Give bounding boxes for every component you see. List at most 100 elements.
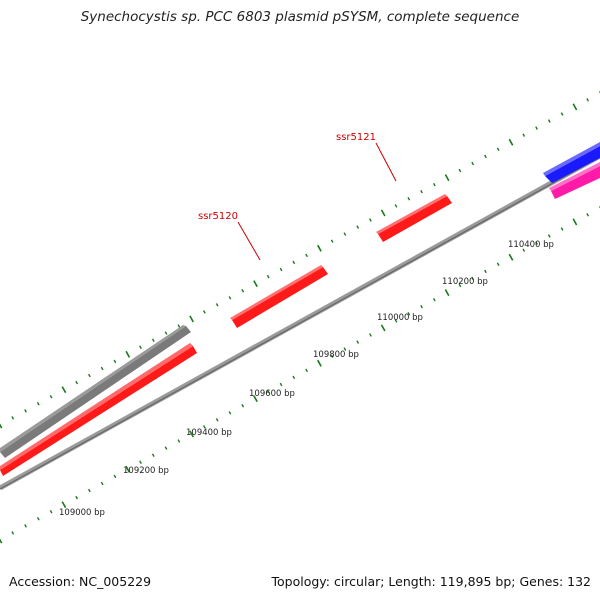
minor-tick	[586, 213, 590, 217]
minor-tick	[100, 366, 104, 371]
minor-tick	[11, 531, 15, 535]
bp-label-109000: 109000 bp	[59, 508, 105, 518]
minor-tick	[471, 276, 475, 281]
minor-tick	[113, 359, 117, 364]
gene-feature-ssr5121[interactable]	[376, 194, 452, 242]
minor-tick	[100, 481, 104, 486]
major-tick	[253, 280, 258, 288]
gene-feature-red-long[interactable]	[0, 343, 197, 476]
minor-tick	[11, 416, 15, 420]
minor-tick	[343, 232, 347, 236]
major-tick	[508, 253, 514, 261]
minor-tick	[522, 248, 526, 252]
minor-tick	[330, 354, 334, 358]
minor-tick	[420, 189, 423, 194]
minor-tick	[113, 474, 117, 479]
minor-tick	[279, 267, 283, 272]
minor-tick	[151, 338, 155, 342]
minor-tick	[522, 133, 526, 137]
minor-tick	[394, 319, 398, 323]
minor-tick	[292, 375, 296, 380]
gene-feature-blue[interactable]	[543, 142, 600, 183]
minor-tick	[369, 218, 372, 222]
major-tick	[572, 103, 578, 111]
major-tick	[0, 423, 3, 429]
major-tick	[380, 209, 386, 217]
bp-label-109400: 109400 bp	[186, 428, 232, 438]
minor-tick	[266, 274, 270, 279]
minor-tick	[547, 234, 551, 238]
major-tick	[380, 324, 386, 332]
minor-tick	[484, 154, 487, 159]
minor-tick	[535, 126, 538, 130]
minor-tick	[330, 239, 334, 243]
accession-text: Accession: NC_005229	[9, 574, 152, 589]
minor-tick	[177, 324, 181, 328]
major-tick	[572, 218, 578, 226]
minor-tick	[228, 411, 232, 415]
minor-tick	[36, 517, 40, 521]
minor-tick	[343, 347, 347, 351]
major-tick	[317, 359, 322, 367]
major-tick	[0, 538, 3, 544]
inner-tick-ruler	[0, 206, 600, 544]
major-tick	[125, 350, 131, 358]
major-tick	[61, 501, 67, 509]
minor-tick	[420, 304, 423, 309]
minor-tick	[356, 340, 360, 344]
minor-tick	[241, 403, 245, 408]
minor-tick	[139, 460, 142, 464]
minor-tick	[496, 262, 500, 267]
major-tick	[508, 138, 514, 146]
map-title: Synechocystis sp. PCC 6803 plasmid pSYSM…	[80, 9, 520, 25]
minor-tick	[164, 331, 168, 335]
minor-tick	[279, 382, 283, 387]
major-tick	[189, 430, 194, 438]
minor-tick	[49, 509, 53, 514]
minor-tick	[139, 345, 142, 349]
bp-label-110200: 110200 bp	[442, 277, 488, 287]
minor-tick	[75, 380, 79, 385]
minor-tick	[496, 147, 500, 152]
minor-tick	[560, 227, 564, 231]
gene-feature-ssr5120[interactable]	[230, 265, 328, 328]
minor-tick	[394, 204, 398, 208]
minor-tick	[407, 197, 411, 201]
minor-tick	[36, 402, 40, 406]
gene-feature-magenta[interactable]	[549, 162, 600, 199]
major-tick	[444, 289, 450, 297]
minor-tick	[458, 283, 462, 288]
minor-tick	[87, 488, 91, 493]
major-tick	[61, 386, 67, 394]
minor-tick	[49, 394, 53, 399]
minor-tick	[75, 495, 79, 500]
minor-tick	[241, 288, 245, 293]
ssr5121-leader	[375, 142, 397, 182]
major-tick	[253, 395, 258, 403]
minor-tick	[215, 303, 219, 307]
minor-tick	[24, 409, 27, 413]
topology-summary-text: Topology: circular; Length: 119,895 bp; …	[271, 574, 592, 589]
minor-tick	[369, 333, 372, 337]
major-tick	[189, 315, 194, 323]
minor-tick	[164, 446, 168, 450]
minor-tick	[151, 453, 155, 457]
minor-tick	[407, 312, 411, 316]
minor-tick	[292, 260, 296, 265]
minor-tick	[177, 439, 181, 443]
minor-tick	[535, 241, 538, 245]
minor-tick	[24, 524, 27, 528]
minor-tick	[484, 269, 487, 274]
gene-feature-gray[interactable]	[0, 325, 191, 458]
minor-tick	[560, 112, 564, 116]
bp-label-110400: 110400 bp	[508, 240, 554, 250]
minor-tick	[547, 119, 551, 123]
gene-label-ssr5121[interactable]: ssr5121	[336, 132, 376, 143]
minor-tick	[432, 182, 436, 187]
major-tick	[444, 174, 450, 182]
minor-tick	[202, 310, 206, 314]
bp-label-110000: 110000 bp	[377, 313, 423, 323]
minor-tick	[202, 425, 206, 429]
gene-label-ssr5120[interactable]: ssr5120	[198, 211, 238, 222]
